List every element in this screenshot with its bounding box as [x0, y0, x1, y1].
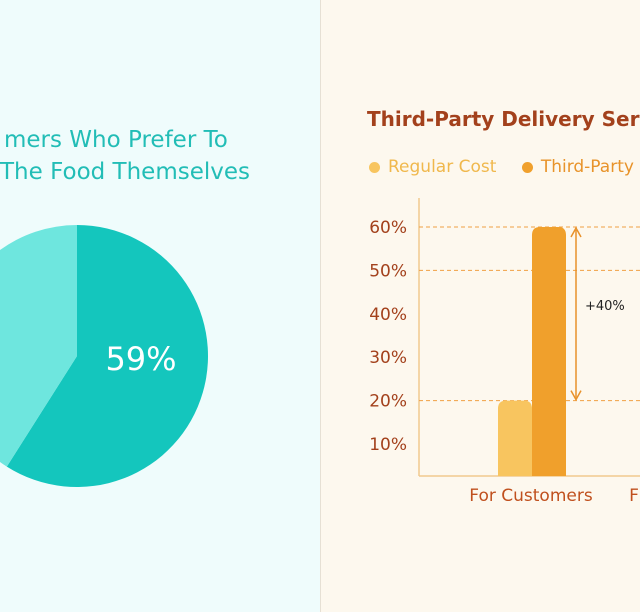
y-tick-label: 10%	[369, 435, 407, 455]
legend-dot-regular	[369, 161, 380, 173]
y-tick-label: 30%	[369, 348, 407, 368]
y-tick-label: 50%	[369, 261, 407, 281]
pie-title-line-1: mers Who Prefer To	[4, 127, 228, 153]
bar-regular-customers	[498, 400, 532, 476]
pie-chart: 59%	[0, 225, 209, 487]
y-tick-label: 40%	[369, 305, 407, 325]
annotation-arrow-head-up	[570, 226, 582, 238]
x-category-label: F	[629, 486, 639, 506]
legend-label-regular: Regular Cost	[388, 157, 497, 177]
y-tick-label: 20%	[369, 392, 407, 412]
pie-slice-1	[0, 225, 77, 467]
annotation-arrow-head-down	[570, 390, 582, 402]
legend-label-third-party: Third-Party D	[540, 157, 640, 177]
panel-divider	[320, 0, 321, 612]
bar-third-party-customers	[532, 227, 566, 476]
x-category-label: For Customers	[469, 486, 593, 506]
bar-chart-title: Third-Party Delivery Servic	[367, 107, 640, 131]
y-tick-label: 60%	[369, 218, 407, 238]
legend-dot-third-party	[521, 161, 533, 173]
legend-item-regular: Regular Cost	[369, 157, 496, 177]
annotation-label: +40%	[585, 299, 625, 314]
legend: Regular Cost Third-Party D	[369, 157, 640, 178]
pie-title-line-2: The Food Themselves	[0, 159, 251, 185]
pie-slice-label-0: 59%	[105, 340, 176, 378]
legend-item-third-party: Third-Party D	[521, 157, 640, 177]
right-panel	[321, 0, 640, 612]
pie-slice-0	[6, 225, 209, 487]
